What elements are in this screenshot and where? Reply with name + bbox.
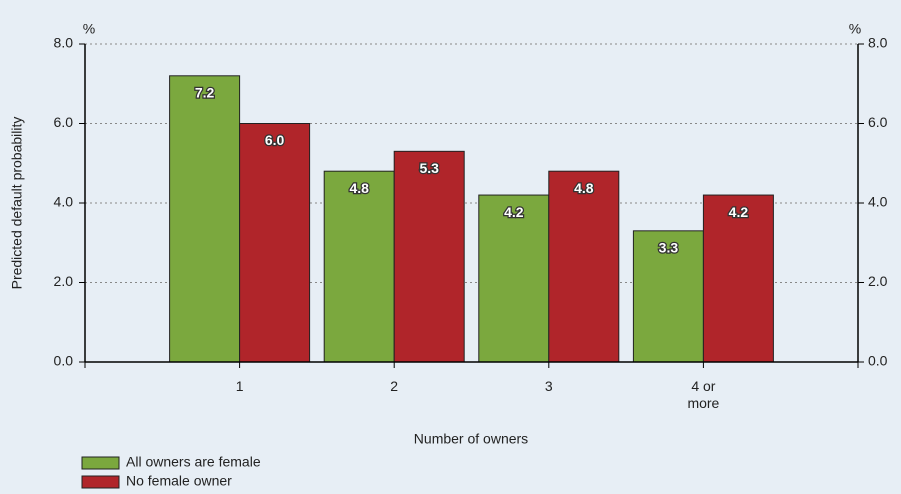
y2-unit: % — [849, 21, 861, 37]
bar — [323, 170, 395, 363]
value-label: 6.0 — [265, 132, 285, 148]
value-label: 4.2 — [504, 204, 524, 220]
legend-label: All owners are female — [126, 454, 261, 470]
x-tick-label-box: 3 — [544, 378, 553, 394]
legend-swatch — [81, 475, 120, 489]
y-tick-label: 2.0 — [54, 273, 74, 289]
x-tick-label: 4 or more — [687, 378, 720, 411]
y-tick-label: 0.0 — [54, 353, 74, 369]
value-label: 5.3 — [419, 160, 439, 176]
bar — [548, 170, 620, 363]
y2-tick-label: 6.0 — [868, 114, 888, 130]
x-tick-label: 3 — [544, 378, 553, 394]
y2-tick-label: 2.0 — [868, 273, 888, 289]
value-label: 4.8 — [574, 180, 594, 196]
x-tick-label-box: 1 — [235, 378, 244, 394]
value-label: 7.2 — [195, 85, 215, 101]
y2-tick-label: 8.0 — [868, 35, 888, 51]
bar — [393, 150, 465, 363]
x-tick-label-box: 4 or more — [687, 378, 720, 411]
y-tick-label: 4.0 — [54, 194, 74, 210]
legend-label: No female owner — [126, 473, 232, 489]
bar — [632, 230, 704, 363]
y-axis-label: Predicted default probability — [9, 117, 25, 290]
value-label: 4.8 — [349, 180, 369, 196]
y-tick-label: 8.0 — [54, 35, 74, 51]
x-tick-label: 1 — [235, 378, 244, 394]
y2-tick-label: 4.0 — [868, 194, 888, 210]
bar — [478, 194, 550, 363]
bar — [702, 194, 774, 363]
x-axis-label: Number of owners — [414, 431, 528, 447]
y-unit: % — [83, 21, 95, 37]
x-tick-label-box: 2 — [390, 378, 399, 394]
bar — [169, 75, 241, 363]
x-tick-label: 2 — [390, 378, 399, 394]
y2-tick-label: 0.0 — [868, 353, 888, 369]
value-label: 4.2 — [729, 204, 749, 220]
y-tick-label: 6.0 — [54, 114, 74, 130]
legend-swatch — [81, 456, 120, 470]
bar — [239, 123, 311, 363]
value-label: 3.3 — [659, 240, 679, 256]
